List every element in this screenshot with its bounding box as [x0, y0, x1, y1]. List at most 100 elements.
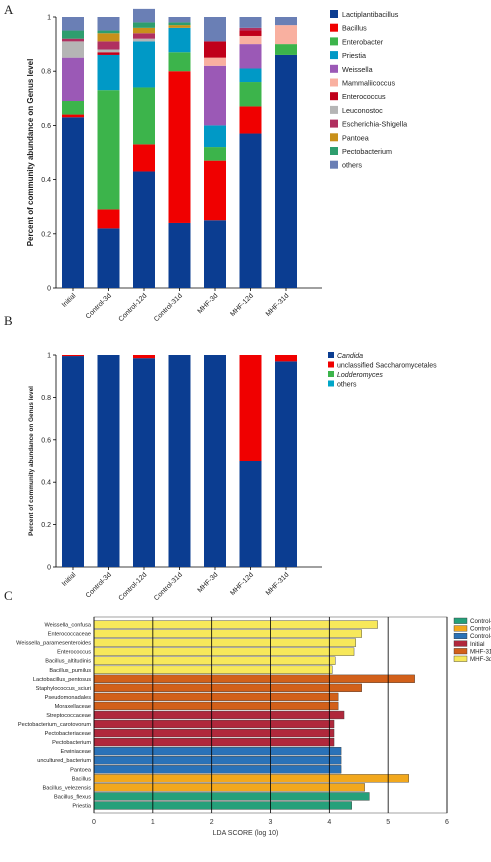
- panel-letter-c: C: [4, 588, 13, 603]
- bar-segment-enterobacter-mhf-31d: [275, 44, 297, 55]
- legend-swatch-others: [328, 380, 334, 387]
- panel-letter-b: B: [4, 313, 13, 328]
- lda-bar-label-lactobacillus-pentosus: Lactobacillus_pentosus: [33, 677, 91, 683]
- bar-segment-candida-mhf-3d: [204, 355, 226, 567]
- x-tick-label: 0: [92, 819, 96, 826]
- bar-segment-unclassified-saccharomycetales-control-12d: [133, 355, 155, 359]
- legend-swatch-escherichia-shigella: [330, 119, 338, 128]
- legend-swatch-lactiplantibacillus: [330, 10, 338, 18]
- bar-segment-bacillus-control-3d: [97, 209, 120, 229]
- bar-segment-others-mhf-31d: [275, 17, 297, 26]
- lda-bar-label-bacillus-altitudinis: Bacillus_altitudinis: [45, 659, 91, 665]
- bar-segment-unclassified-saccharomycetales-mhf-31d: [275, 355, 297, 362]
- x-tick-label-mhf-3d: MHF-3d: [197, 571, 220, 594]
- x-tick-label: 2: [210, 819, 214, 826]
- lda-bar-bacillus-altitudinis: [93, 656, 336, 665]
- legend-label-candida: Candida: [337, 353, 363, 360]
- bar-segment-candida-control-3d: [97, 355, 120, 567]
- lda-bar-enterococcus: [93, 647, 355, 656]
- legend-label-leuconostoc: Leuconostoc: [342, 106, 383, 115]
- bar-segment-enterobacter-control-31d: [168, 52, 191, 72]
- lda-bar-lactobacillus-pentosus: [93, 674, 415, 683]
- y-tick-label: 0: [47, 565, 51, 572]
- y-tick-label: 1: [47, 15, 51, 22]
- lda-bar-pectobacterium-carotovorum: [93, 719, 335, 729]
- lda-bar-label-streptococcaceae: Streptococcaceae: [46, 713, 91, 719]
- y-tick-label: 0.2: [41, 231, 51, 238]
- x-tick-label-mhf-31d: MHF-31d: [265, 571, 291, 597]
- legend-label-others: others: [342, 161, 362, 170]
- y-tick-label: 0.4: [41, 480, 51, 487]
- bar-segment-lactiplantibacillus-mhf-3d: [204, 220, 226, 288]
- bar-segment-enterobacter-control-12d: [133, 87, 155, 145]
- lda-bar-bacillus-pumilus: [93, 665, 333, 674]
- legend-swatch-others: [330, 160, 338, 169]
- lda-bar-label-priestia: Priestia: [72, 803, 92, 809]
- x-tick-label: 6: [445, 819, 449, 826]
- bar-segment-enterobacter-mhf-12d: [239, 82, 262, 107]
- bar-segment-others-mhf-3d: [204, 17, 226, 42]
- bar-segment-lactiplantibacillus-control-31d: [168, 222, 191, 288]
- bar-segment-escherichia-shigella-control-3d: [97, 41, 120, 50]
- lda-bar-label-bacillus-flexus: Bacillus_flexus: [54, 794, 91, 800]
- legend-swatch-mhf-31d: [453, 648, 468, 655]
- lda-bar-moraxellaceae: [93, 701, 339, 711]
- legend-swatch-control-3d: [453, 633, 468, 640]
- legend-swatch-pectobacterium: [330, 147, 338, 155]
- y-axis-title: Percent of community abundance on Genus …: [26, 59, 35, 247]
- lda-bar-label-weissella-paramesenteroides: Weissella_paramesenteroides: [16, 641, 91, 647]
- x-tick-label-control-3d: Control-3d: [85, 292, 113, 320]
- lda-bar-erwiniaceae: [93, 747, 342, 756]
- bar-segment-leuconostoc-initial: [62, 41, 84, 58]
- bar-segment-lactiplantibacillus-initial: [62, 117, 84, 289]
- lda-bar-streptococcaceae: [93, 710, 345, 720]
- bar-segment-others-mhf-12d: [239, 17, 262, 28]
- bar-segment-escherichia-shigella-control-12d: [133, 33, 155, 39]
- x-tick-label: 1: [151, 819, 155, 826]
- lda-bar-label-uncultured-bacterium: uncultured_bacterium: [37, 758, 91, 764]
- bar-segment-enterobacter-control-3d: [97, 90, 120, 210]
- legend-label-enterococcus: Enterococcus: [342, 92, 386, 101]
- lda-bar-label-bacillus-pumilus: Bacillus_pumilus: [49, 668, 91, 674]
- bar-segment-pantoea-control-3d: [97, 33, 120, 42]
- bar-segment-others-control-31d: [168, 17, 191, 23]
- lda-bar-label-pectobacterium: Pectobacterium: [52, 740, 91, 746]
- legend-label-pantoea: Pantoea: [342, 133, 369, 142]
- lda-bar-label-pectobacteriaceae: Pectobacteriaceae: [45, 731, 91, 737]
- legend-swatch-candida: [328, 352, 334, 358]
- legend-label-mammaliicoccus: Mammaliicoccus: [342, 79, 396, 88]
- x-tick-label: 4: [327, 819, 331, 826]
- bar-segment-lactiplantibacillus-mhf-12d: [239, 133, 262, 288]
- x-tick-label: 3: [269, 819, 273, 826]
- bar-segment-lactiplantibacillus-mhf-31d: [275, 54, 297, 288]
- bar-segment-escherichia-shigella-mhf-12d: [239, 27, 262, 31]
- bar-segment-pectobacterium-control-12d: [133, 22, 155, 28]
- x-tick-label-mhf-12d: MHF-12d: [229, 292, 255, 318]
- bar-segment-escherichia-shigella-initial: [62, 38, 84, 42]
- x-tick-label-control-12d: Control-12d: [118, 292, 149, 323]
- bar-segment-lactiplantibacillus-control-12d: [133, 171, 155, 288]
- legend-swatch-control-31d: [453, 625, 468, 632]
- lda-bar-label-enterococcus: Enterococcus: [57, 650, 91, 656]
- bar-segment-pectobacterium-initial: [62, 30, 84, 39]
- chart-c-lda-score: Weissella_confusa Enterococcaceae Weissell…: [16, 616, 491, 837]
- panel-letter-a: A: [4, 2, 14, 17]
- legend-swatch-leuconostoc: [330, 105, 338, 114]
- legend-label-others: others: [337, 381, 357, 388]
- bar-segment-unclassified-saccharomycetales-initial: [62, 355, 84, 357]
- legend-label-control-3d: Control-3d: [470, 633, 491, 640]
- legend-swatch-initial: [453, 640, 468, 647]
- bar-segment-weissella-mhf-3d: [204, 65, 226, 126]
- legend-label-unclassified-saccharomycetales: unclassified Saccharomycetales: [337, 362, 437, 369]
- x-tick-label-mhf-3d: MHF-3d: [197, 292, 220, 315]
- chart-b-genus-fungi: 0 0.2 0.4 0.6 0.8 1 Percent of community abund…: [28, 352, 437, 602]
- legend-label-priestia: Priestia: [342, 51, 366, 60]
- legend-swatch-control-12d: [453, 617, 468, 624]
- x-tick-label-control-31d: Control-31d: [153, 571, 184, 602]
- bar-segment-weissella-mhf-12d: [239, 44, 262, 69]
- bar-segment-unclassified-saccharomycetales-mhf-12d: [239, 355, 262, 461]
- bar-segment-mammaliicoccus-mhf-31d: [275, 25, 297, 45]
- bar-segment-bacillus-mhf-3d: [204, 160, 226, 221]
- lda-bar-weissella-confusa: [93, 620, 378, 629]
- bar-segment-candida-control-31d: [168, 355, 191, 567]
